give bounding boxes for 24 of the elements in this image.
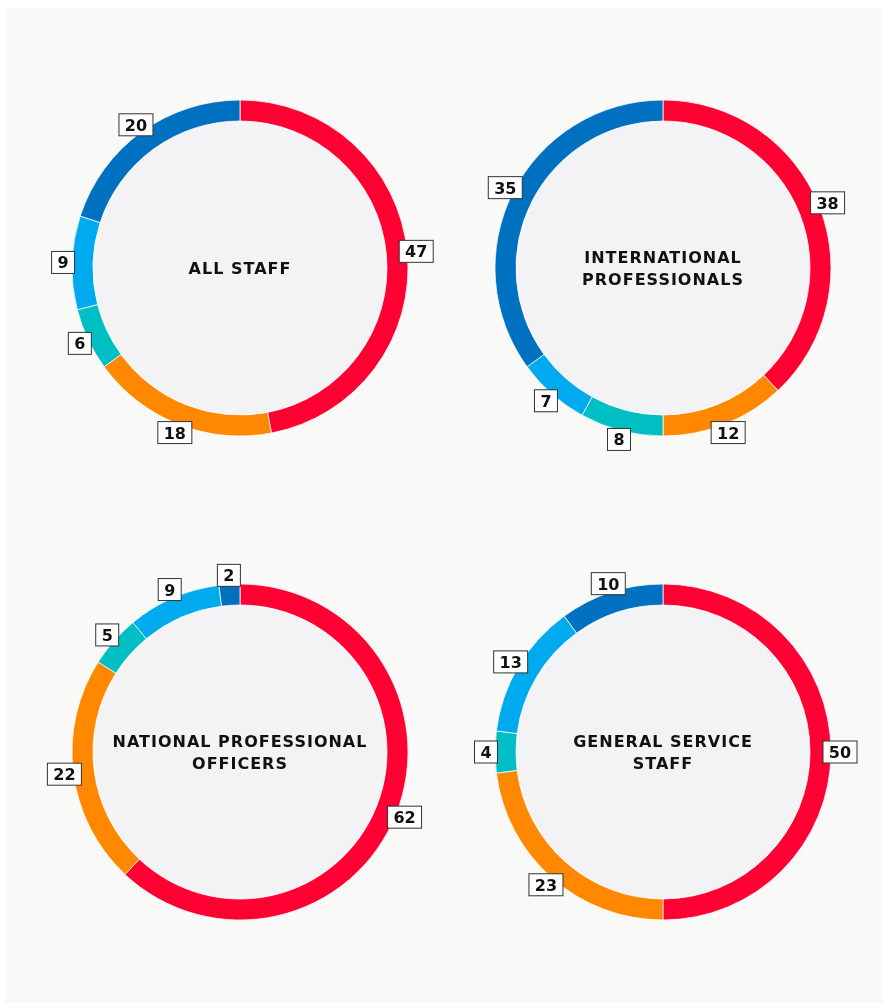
data-label: 18 — [163, 423, 186, 443]
data-label: 35 — [494, 178, 517, 198]
data-label: 9 — [164, 580, 176, 600]
data-label: 9 — [57, 253, 69, 273]
data-label: 5 — [101, 625, 113, 645]
text: NATIONAL PROFESSIONAL OFFICERS — [112, 732, 368, 773]
data-label: 47 — [405, 242, 428, 262]
text: GENERAL SERVICE STAFF — [573, 732, 753, 773]
data-label: 50 — [828, 743, 852, 762]
data-label: 8 — [613, 430, 625, 450]
data-label: 2 — [223, 566, 235, 586]
data-label: 38 — [816, 193, 839, 213]
data-label: 62 — [393, 808, 416, 828]
data-label: 4 — [480, 743, 492, 762]
data-label: 10 — [597, 574, 620, 594]
data-label: 23 — [534, 875, 558, 895]
data-label: 20 — [124, 115, 148, 135]
data-label: 22 — [53, 765, 76, 785]
text: ALL STAFF — [188, 259, 292, 278]
data-label: 12 — [717, 423, 740, 443]
text: INTERNATIONAL PROFESSIONALS — [582, 248, 744, 289]
data-label: 13 — [499, 652, 522, 672]
data-label: 7 — [540, 391, 552, 411]
data-label: 6 — [74, 334, 86, 354]
